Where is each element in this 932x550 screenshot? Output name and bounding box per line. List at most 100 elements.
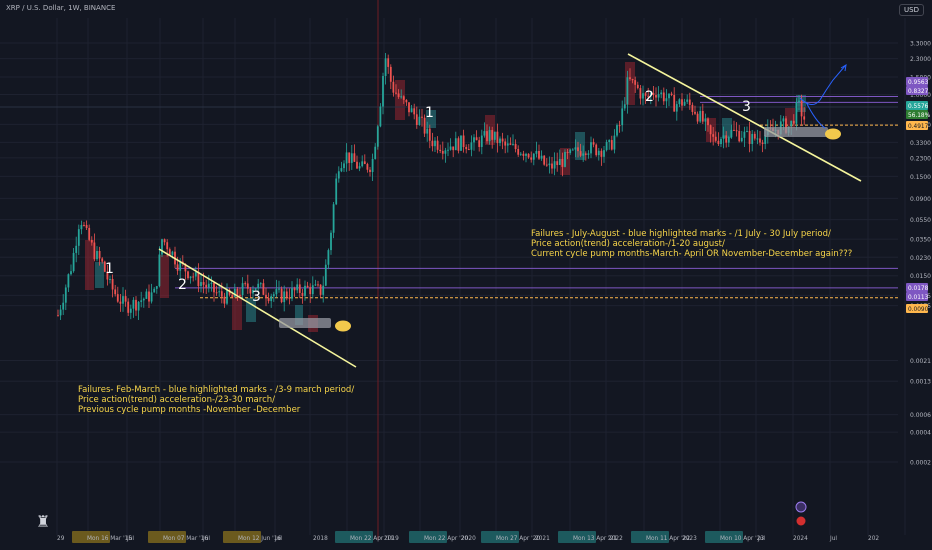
candle [527,153,530,159]
candle-body [343,163,345,169]
candle [577,141,579,158]
candle [714,131,717,143]
candle-body [665,98,668,102]
candle [441,141,444,160]
candle [340,161,343,173]
candle-body [577,147,579,152]
candle-body [545,164,548,166]
candle-body [644,93,647,96]
candle [330,230,332,255]
candle [205,279,208,294]
candle [449,138,452,151]
time-highlight-tag [72,531,110,543]
candle [587,150,590,159]
price-tag-label: 0.0178 [908,286,929,292]
candle [228,288,231,297]
candle [337,166,340,183]
candle-body [374,146,377,159]
candle [584,151,587,161]
candle [309,283,312,303]
candle-body [592,142,595,145]
candle [470,135,473,157]
candle-body [467,149,470,151]
candle [746,126,748,133]
candle [626,70,629,114]
candle [610,135,613,151]
candle [80,220,83,235]
candle [103,260,106,273]
candle-body [582,153,585,156]
pointing-hand-icon [335,320,351,332]
candle-body [668,93,670,99]
candle [725,131,728,148]
candle-body [96,250,98,260]
time-tick-label: 2023 [682,536,697,542]
candle-body [111,278,114,290]
candle-body [561,158,564,167]
projection-arrow [805,101,826,129]
candle-body [324,264,327,286]
candle-body [257,283,260,289]
descending-trendline [627,53,862,182]
candle-body [103,261,106,272]
candle [90,236,93,246]
candle [200,273,202,293]
candle [631,78,634,84]
time-tick-label: Mon 07 Mar '16 [163,536,208,542]
candle [701,103,704,125]
candle [579,143,582,158]
candle-body [673,94,676,112]
candle-body [119,301,122,304]
candle-body [259,283,262,285]
candle [64,284,67,311]
candle-body [93,242,96,260]
candle-body [124,296,127,302]
candle-body [712,134,715,137]
candle-body [636,84,639,89]
candle [618,120,621,133]
candle-body [616,125,618,136]
candle [751,129,754,152]
candle-body [387,58,390,67]
candle [569,148,572,155]
candle [522,150,525,161]
price-tick-label: 3.3000 [910,41,931,48]
price-tag: 0.0090 [906,304,929,313]
candle [75,236,78,263]
lightning-event-icon [795,501,807,513]
candle [475,130,478,141]
candle [311,276,314,299]
candle-body [649,93,652,97]
candle [735,122,738,137]
candle [597,147,600,161]
right-cycle-annotation: Failures - July-August - blue highlighte… [531,229,852,259]
candle-body [634,80,637,85]
candle [109,275,111,284]
candle-body [548,163,551,166]
candle [668,93,670,107]
candle [421,108,423,127]
candle-body [252,289,254,294]
candle [480,129,483,155]
candle-body [751,133,754,144]
price-tag: 0.4917 [906,121,929,130]
candle [275,279,278,298]
currency-button[interactable]: USD [899,4,924,16]
price-tick-label: 0.0013 [910,379,931,386]
price-tick-label: 0.0006 [910,412,931,419]
candle [795,98,798,131]
candle [629,68,631,81]
candle [408,102,410,117]
candle-body [470,142,473,150]
tradingview-logo-icon[interactable]: ♜ [36,512,51,531]
candle [163,238,166,246]
candle-body [291,288,293,299]
candle [415,106,418,129]
candle-body [740,137,743,142]
candle-body [655,95,657,98]
candle-body [161,239,163,255]
candle-body [558,158,561,165]
descending-trendline [158,248,357,368]
candle-body [330,232,332,251]
